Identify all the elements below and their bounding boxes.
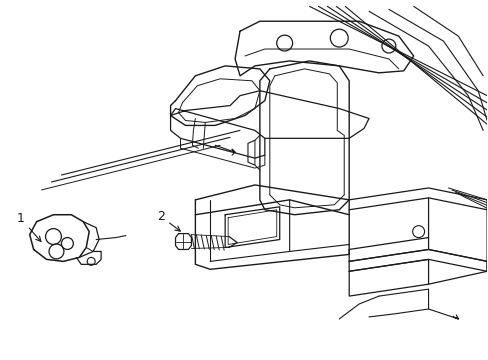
Text: 2: 2 [156,210,180,231]
Text: 1: 1 [17,212,41,242]
